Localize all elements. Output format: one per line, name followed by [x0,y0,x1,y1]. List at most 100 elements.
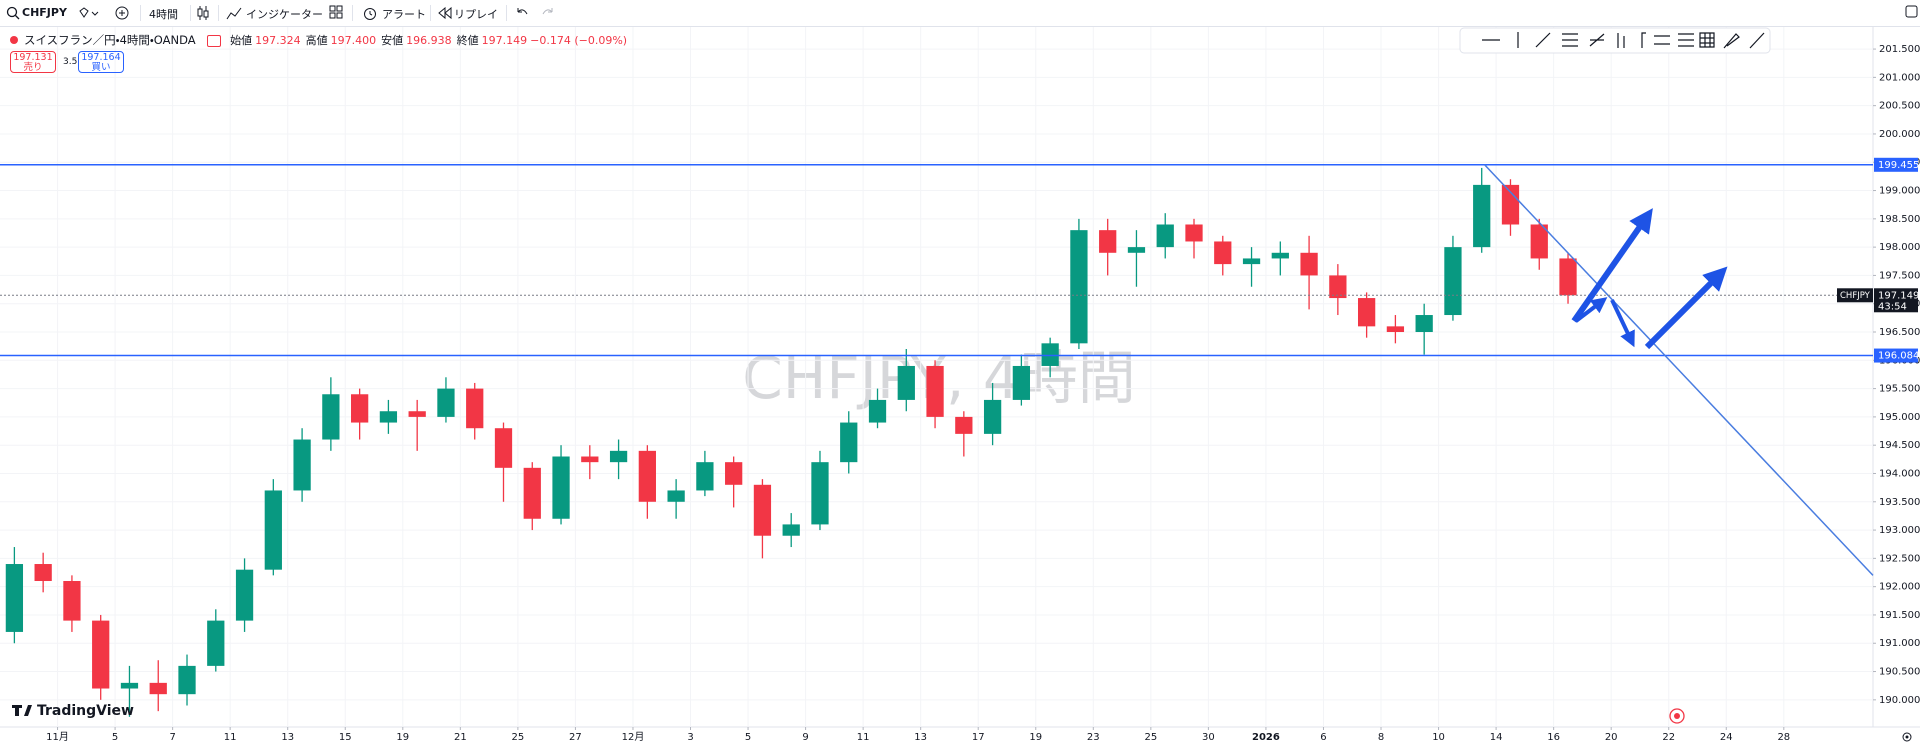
tool-icon[interactable] [1589,33,1605,47]
candle-body [897,365,915,400]
x-tick-label: 11 [857,732,870,743]
level-tag [1874,157,1918,172]
separator [190,5,191,21]
plot-area: 190.000 190.500 191.000 191.500 192.000 192.5… [0,27,1920,743]
legend: スイスフラン／円・4時間・OANDA 始値 197.324 高値 197.400 安値 1… [10,32,627,48]
y-tick-label: 191.000 [1879,638,1920,649]
candle-body [408,411,426,417]
search-icon[interactable] [6,6,20,20]
ohlc-label: 高値 [305,34,328,47]
x-tick-label: 30 [1202,732,1215,743]
candle-body [149,682,167,695]
x-tick-label: 9 [802,732,808,743]
y-tick-label: 192.000 [1879,582,1920,593]
candle-body [1127,247,1146,253]
buy-price: 197.164 [81,52,121,63]
x-tick-label: 7 [169,732,175,743]
tool-icon[interactable] [1535,32,1551,48]
x-tick-label: 14 [1490,732,1503,743]
y-tick-label: 191.500 [1879,610,1920,621]
level-tag [1874,348,1918,363]
alert-icon[interactable] [362,5,378,21]
legend-badge[interactable] [207,35,222,47]
candle-body [782,524,800,536]
y-tick-label: 190.500 [1879,667,1920,678]
y-tick-label: 193.000 [1879,525,1920,536]
tool-icon[interactable] [1617,33,1625,48]
candle-body [983,399,1002,434]
candle-body [34,564,52,582]
replay[interactable]: リプレイ [454,8,498,21]
candle-body [696,462,714,491]
symbol-dot [10,36,18,44]
sell-price: 197.131 [13,52,53,63]
x-tick-label: 10 [1432,732,1445,743]
ohlc-label: 終値 [456,34,479,47]
ohlc-value: 196.938 [406,34,452,47]
sell-button[interactable]: 197.131 売り [10,51,56,73]
redo-icon[interactable] [541,6,555,20]
last-price-tag [1874,288,1918,313]
x-tick-label: 27 [569,732,582,743]
x-tick-label: 5 [112,732,118,743]
arrow [1571,208,1653,323]
y-tick-label: 201.000 [1879,72,1920,83]
ohlc-label: 安値 [381,34,404,47]
tool-icon[interactable] [1562,33,1578,47]
symbol[interactable]: CHFJPY [22,6,67,19]
symbol-tag-label: CHFJPY [1840,291,1871,301]
candle-body [1214,241,1232,265]
last-price-label: 197.149 [1878,290,1919,301]
undo-icon[interactable] [515,6,529,20]
y-tick-label: 190.000 [1879,695,1920,706]
compare-icon[interactable] [78,6,102,20]
candle-body [609,450,628,463]
trend-line [1484,164,1874,576]
x-tick-label: 5 [745,732,751,743]
alert[interactable]: アラート [382,8,426,21]
candle-body [1501,184,1520,225]
add-icon[interactable] [114,5,130,21]
x-tick-label: 25 [1144,732,1157,743]
ohlc-value: 197.149 [481,34,528,47]
legend-title: スイスフラン／円・4時間・OANDA [24,33,196,47]
tool-icon[interactable] [1699,32,1715,48]
tool-icon[interactable] [1678,33,1694,47]
tool-icon[interactable] [1723,33,1740,49]
candle-body [293,439,311,491]
tool-icon[interactable] [1641,32,1646,48]
candle-body [581,456,599,463]
candle-body [1099,230,1117,253]
y-tick-label: 200.500 [1879,101,1920,112]
x-tick-label: 11月 [46,731,69,743]
tool-icon[interactable] [1654,35,1670,45]
candle-body [207,620,225,666]
candle-body [1041,343,1059,366]
target-icon[interactable] [1669,708,1685,724]
interval[interactable]: 4時間 [149,8,178,21]
x-tick-label: 13 [914,732,927,743]
y-tick-label: 199.000 [1879,186,1920,197]
indicators[interactable]: インジケーター [246,8,323,21]
window-icon[interactable] [1905,5,1918,19]
candle-body [667,490,685,502]
indicators-icon[interactable] [226,5,242,21]
layouts-icon[interactable] [329,5,343,19]
settings-icon[interactable] [1902,732,1912,742]
x-tick-label: 13 [281,732,294,743]
x-tick-label: 24 [1720,732,1733,743]
buy-button[interactable]: 197.164 買い [78,51,124,73]
x-tick-label: 20 [1605,732,1618,743]
candle-body [1012,365,1031,400]
replay-icon[interactable] [438,6,452,20]
tool-icon[interactable] [1749,32,1765,49]
ohlc-label: 始値 [230,34,253,47]
y-tick-label: 198.500 [1879,214,1920,225]
candle-body [926,365,944,417]
chart-type-icon[interactable] [196,5,210,21]
candle-body [1444,247,1462,316]
x-tick-label: 25 [512,732,525,743]
candle-body [1530,224,1548,259]
